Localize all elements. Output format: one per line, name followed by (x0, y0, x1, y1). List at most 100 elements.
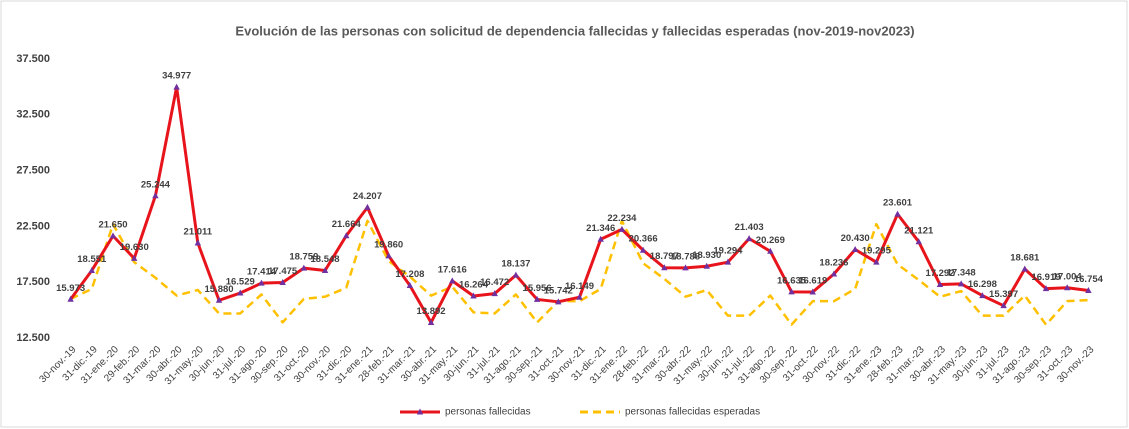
y-tick-label: 37.500 (16, 53, 50, 65)
data-label: 21.346 (586, 223, 615, 234)
point-marker (427, 318, 435, 325)
point-marker (555, 298, 562, 305)
point-marker (936, 281, 944, 288)
point-marker (661, 264, 668, 271)
data-label: 16.919 (1031, 272, 1060, 283)
data-label: 18.548 (311, 254, 340, 265)
point-marker (533, 295, 541, 302)
data-label: 18.797 (650, 251, 679, 262)
data-label: 16.472 (480, 277, 509, 288)
data-label: 21.121 (904, 225, 934, 236)
data-label: 22.234 (607, 213, 637, 224)
data-label: 18.759 (289, 252, 318, 263)
data-label: 23.601 (883, 198, 913, 209)
data-label: 34.977 (162, 71, 191, 82)
data-label: 21.403 (735, 222, 764, 233)
point-marker (109, 232, 117, 239)
data-label: 17.004 (1053, 271, 1083, 282)
point-marker (449, 277, 456, 284)
point-marker (851, 246, 859, 253)
point-marker (682, 264, 689, 271)
y-tick-label: 22.500 (16, 220, 50, 232)
point-marker (873, 258, 880, 265)
data-label: 16.754 (1074, 274, 1104, 285)
y-tick-label: 32.500 (16, 109, 50, 121)
point-marker (364, 203, 371, 210)
data-label: 18.236 (819, 258, 848, 269)
data-label: 24.207 (353, 191, 382, 202)
point-marker (152, 192, 159, 199)
point-marker (279, 278, 286, 285)
data-label: 13.892 (417, 306, 446, 317)
point-marker (894, 210, 901, 217)
point-marker (1000, 302, 1007, 309)
point-marker (618, 225, 626, 232)
data-label: 25.244 (141, 179, 171, 190)
legend-marker (416, 408, 424, 415)
point-marker (745, 235, 753, 242)
y-tick-label: 17.500 (16, 276, 50, 288)
point-marker (979, 292, 986, 299)
data-label: 15.880 (204, 284, 233, 295)
point-marker (385, 252, 392, 259)
chart-title: Evolución de las personas con solicitud … (235, 23, 914, 38)
point-marker (1042, 285, 1050, 292)
series-line (70, 219, 1089, 326)
point-marker (406, 281, 414, 288)
data-label: 18.551 (77, 254, 107, 265)
point-marker (88, 266, 96, 273)
data-label: 17.292 (925, 268, 954, 279)
point-marker (639, 246, 647, 253)
point-marker (576, 293, 583, 300)
point-marker (343, 232, 350, 239)
data-label: 16.635 (777, 275, 807, 286)
point-marker (321, 267, 329, 274)
y-tick-label: 12.500 (16, 332, 50, 344)
data-label: 17.414 (247, 267, 277, 278)
data-label: 18.137 (501, 259, 530, 270)
data-label: 21.011 (184, 227, 213, 238)
data-label: 19.294 (713, 246, 743, 257)
data-label: 16.149 (565, 281, 594, 292)
data-label: 18.788 (671, 251, 700, 262)
data-label: 16.619 (798, 276, 827, 287)
data-label: 16.529 (226, 277, 255, 288)
data-label: 17.616 (438, 264, 467, 275)
point-marker (915, 238, 922, 245)
data-label: 20.366 (629, 234, 658, 245)
data-label: 19.860 (374, 239, 403, 250)
point-marker (194, 239, 202, 246)
legend-label: personas fallecidas (445, 407, 531, 418)
data-label: 20.269 (756, 235, 785, 246)
data-label: 19.295 (862, 246, 892, 257)
point-marker (1085, 287, 1092, 294)
data-label: 19.630 (120, 242, 149, 253)
data-label: 21.650 (98, 219, 127, 230)
data-label: 16.298 (968, 279, 997, 290)
point-marker (215, 296, 223, 303)
point-marker (703, 262, 710, 269)
point-marker (491, 290, 498, 297)
point-marker (1021, 265, 1028, 272)
point-marker (788, 288, 795, 295)
y-tick-label: 27.500 (16, 165, 50, 177)
point-marker (597, 235, 604, 242)
point-marker (470, 292, 477, 299)
data-label: 17.348 (947, 267, 976, 278)
data-label: 17.208 (395, 269, 424, 280)
point-marker (1063, 284, 1071, 291)
data-label: 15.973 (56, 283, 85, 294)
point-marker (237, 289, 244, 296)
data-label: 16.264 (459, 280, 489, 291)
data-label: 18.930 (692, 250, 721, 261)
point-marker (767, 247, 774, 254)
data-label: 15.956 (523, 283, 552, 294)
point-marker (131, 254, 138, 261)
point-marker (830, 270, 838, 277)
data-label: 15.397 (989, 289, 1018, 300)
legend-label: personas fallecidas esperadas (625, 407, 760, 418)
data-label: 15.742 (544, 285, 573, 296)
point-marker (957, 280, 965, 287)
